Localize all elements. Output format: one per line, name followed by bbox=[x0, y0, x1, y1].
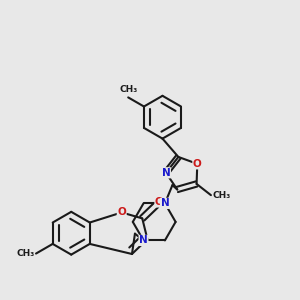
Text: N: N bbox=[139, 236, 148, 245]
Text: N: N bbox=[160, 198, 169, 208]
Text: O: O bbox=[155, 197, 164, 207]
Text: CH₃: CH₃ bbox=[16, 249, 34, 258]
Text: CH₃: CH₃ bbox=[212, 190, 231, 200]
Text: O: O bbox=[117, 207, 126, 218]
Text: N: N bbox=[162, 168, 170, 178]
Text: O: O bbox=[193, 159, 202, 169]
Text: CH₃: CH₃ bbox=[119, 85, 137, 94]
